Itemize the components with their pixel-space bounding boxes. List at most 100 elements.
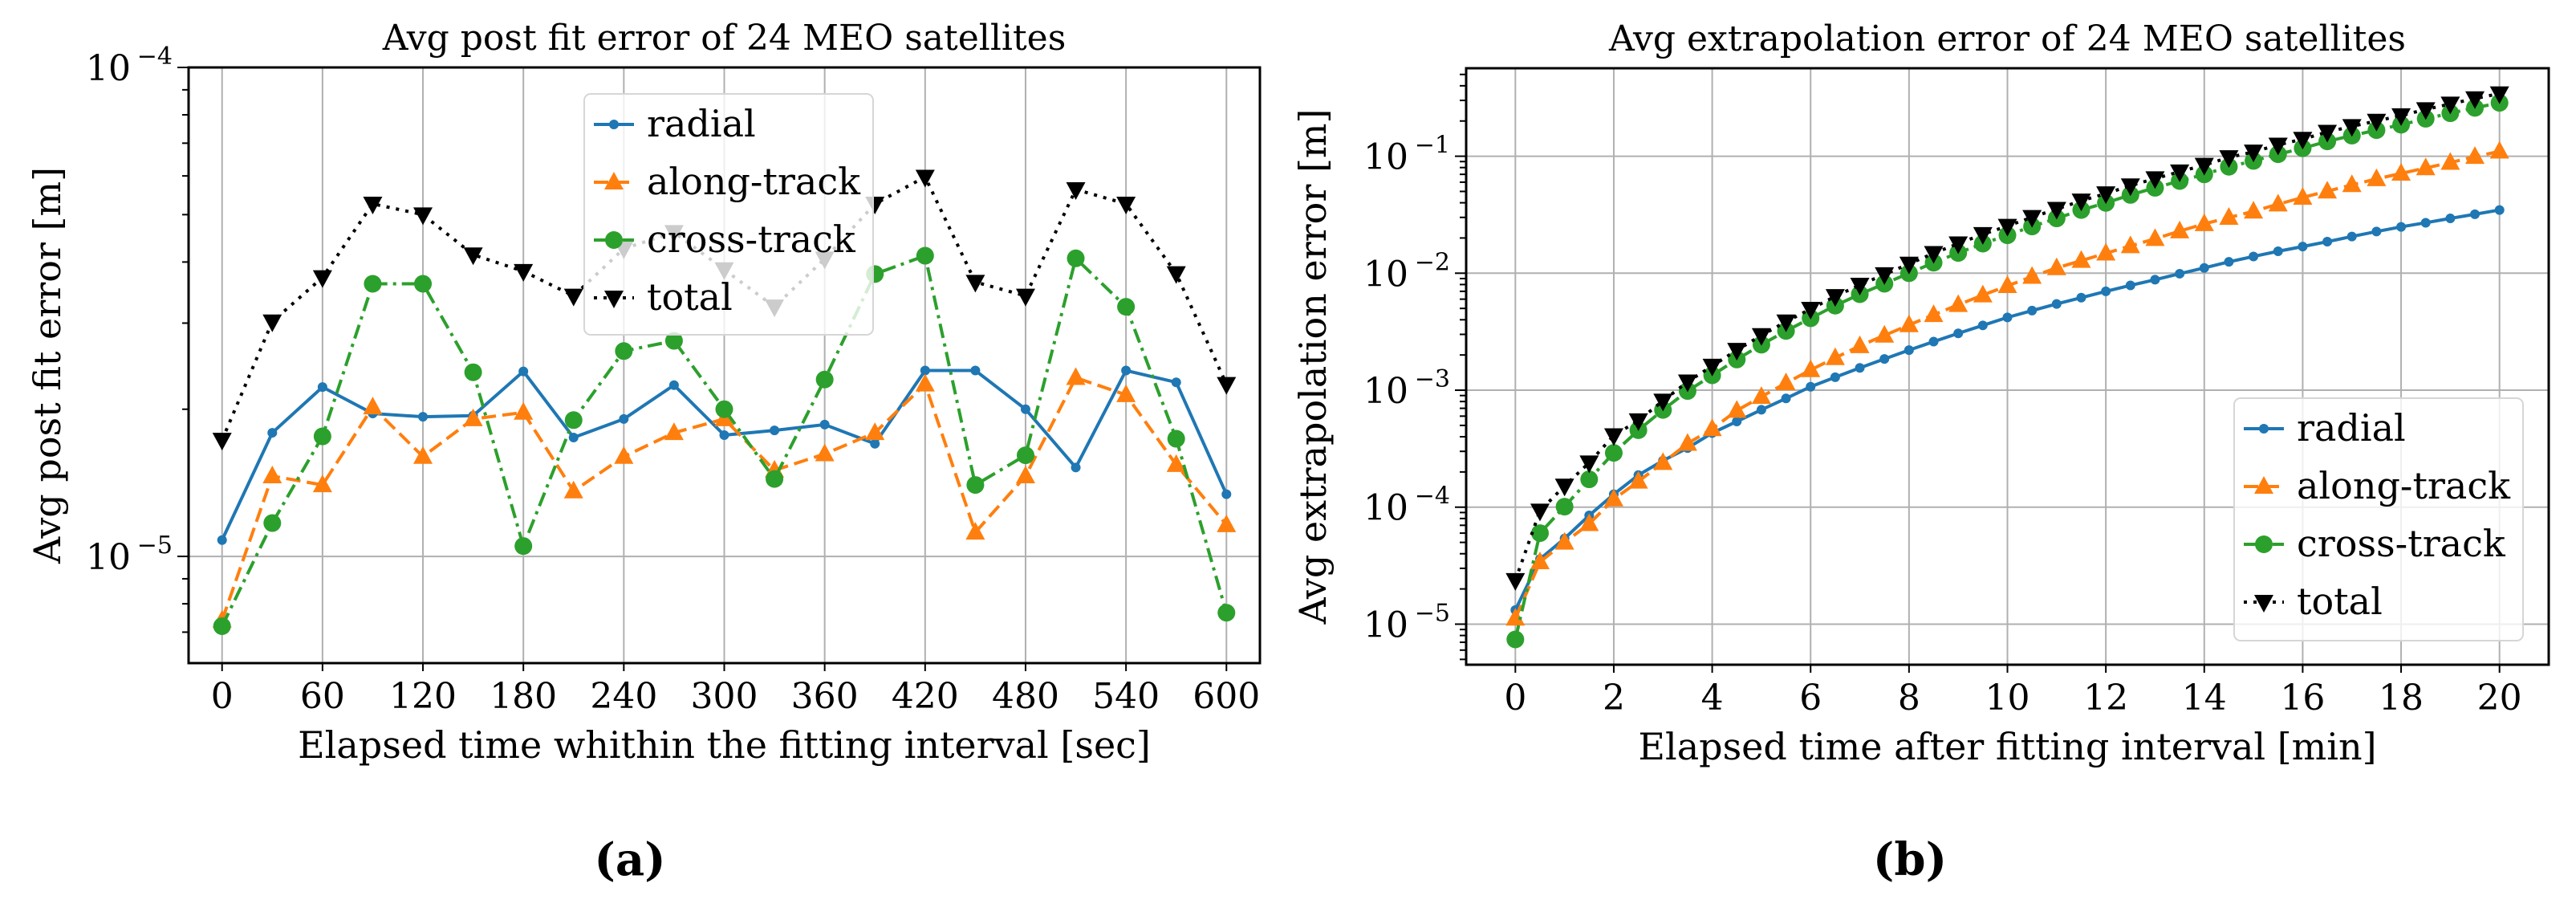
y-tick-label: 10 [86, 48, 131, 89]
data-point-total [1603, 428, 1623, 446]
legend-marker-icon [605, 231, 623, 249]
series-line-total [220, 174, 1229, 441]
data-point-radial [217, 535, 227, 545]
x-tick-label: 14 [2182, 678, 2227, 719]
y-axis-label: Avg extrapolation error [m] [1291, 109, 1335, 625]
x-tick-label: 12 [2083, 678, 2128, 719]
legend-item-along-track: along-track [2244, 464, 2511, 507]
data-point-total [1579, 455, 1599, 474]
data-point-total [1776, 314, 1796, 332]
data-point-radial [1756, 405, 1766, 415]
data-point-radial [2249, 251, 2259, 262]
data-point-along-track [2416, 157, 2436, 176]
legend-box [583, 93, 874, 336]
data-point-total [2120, 178, 2140, 197]
legend-item-along-track: along-track [594, 160, 861, 203]
data-point-along-track [664, 422, 684, 441]
data-point-radial [1904, 345, 1914, 356]
y-tick-exponent: −4 [1415, 482, 1450, 511]
x-tick-label: 120 [389, 676, 457, 717]
data-point-along-track [815, 443, 835, 462]
data-point-radial [619, 413, 629, 424]
data-point-total [1973, 226, 1993, 245]
data-point-along-track [1579, 513, 1599, 531]
data-point-total [1653, 393, 1673, 412]
data-point-total [2416, 102, 2436, 120]
data-point-total [2268, 137, 2288, 156]
x-tick-label: 18 [2379, 678, 2424, 719]
y-tick-label: 10 [1363, 605, 1408, 645]
data-point-cross-track [664, 332, 683, 350]
data-point-cross-track [464, 363, 482, 381]
data-point-radial [2420, 218, 2431, 228]
data-point-radial [2175, 268, 2185, 279]
data-point-along-track [2489, 140, 2509, 159]
data-point-total [1850, 277, 1870, 295]
data-point-along-track [2145, 228, 2165, 246]
data-point-radial [2273, 246, 2283, 256]
data-point-total [363, 196, 383, 214]
data-point-along-track [1875, 324, 1895, 343]
data-point-radial [1732, 417, 1742, 427]
data-point-cross-track [1117, 298, 1136, 316]
data-point-cross-track [514, 537, 533, 556]
y-tick-label: 10 [1363, 488, 1408, 529]
y-axis-label: Avg post fit error [m] [26, 167, 69, 564]
legend-label: radial [647, 102, 756, 145]
data-point-radial [1171, 377, 1181, 388]
data-point-along-track [2071, 250, 2091, 268]
data-point-radial [1879, 354, 1890, 364]
data-point-total [1997, 218, 2017, 237]
data-point-total [312, 270, 332, 288]
series-total [212, 169, 1237, 451]
data-point-total [915, 169, 935, 188]
x-tick-label: 360 [791, 676, 859, 717]
data-point-along-track [2170, 220, 2190, 238]
data-point-along-track [2367, 168, 2387, 186]
data-point-cross-track [615, 342, 633, 360]
y-tick-exponent: −3 [1415, 365, 1450, 393]
data-point-cross-track [715, 400, 733, 418]
x-tick-label: 0 [211, 676, 234, 717]
data-point-total [2096, 186, 2116, 205]
data-point-cross-track [414, 275, 433, 293]
data-point-along-track [312, 474, 332, 493]
data-point-along-track [1530, 552, 1550, 570]
data-point-total [1948, 236, 1969, 254]
data-point-radial [719, 430, 729, 441]
x-tick-label: 20 [2477, 678, 2522, 719]
series-line-cross-track [220, 253, 1229, 627]
data-point-cross-track [1067, 249, 1085, 267]
data-point-cross-track [1506, 630, 1525, 649]
data-point-radial [1806, 381, 1816, 392]
y-tick-label: 10 [1363, 371, 1408, 412]
data-point-along-track [2440, 152, 2460, 170]
data-point-radial [2298, 242, 2308, 252]
data-point-along-track [1628, 470, 1648, 489]
data-point-cross-track [1604, 444, 1623, 462]
data-point-along-track [2342, 174, 2362, 193]
data-point-radial [1928, 336, 1939, 347]
data-point-along-track [2120, 235, 2140, 254]
y-tick-exponent: −4 [137, 43, 173, 71]
data-point-total [2071, 193, 2091, 212]
legend: radial along-track cross-track total [583, 93, 874, 336]
data-point-radial [770, 425, 780, 436]
data-point-along-track [2194, 213, 2214, 231]
data-point-radial [2002, 312, 2013, 323]
legend-marker-icon [609, 120, 619, 129]
series-along-track [1505, 140, 2509, 626]
data-point-radial [668, 380, 679, 390]
data-point-along-track [413, 446, 433, 464]
data-point-total [1505, 572, 1526, 591]
data-point-radial [2396, 222, 2407, 232]
data-point-along-track [1653, 452, 1673, 470]
data-point-along-track [2293, 186, 2313, 205]
data-point-along-track [1899, 314, 1919, 332]
data-point-total [2022, 210, 2042, 228]
chart-title: Avg extrapolation error of 24 MEO satell… [1608, 18, 2406, 59]
legend-item-total: total [594, 275, 733, 319]
x-tick-label: 480 [992, 676, 1059, 717]
panel-label: (b) [1873, 833, 1947, 886]
